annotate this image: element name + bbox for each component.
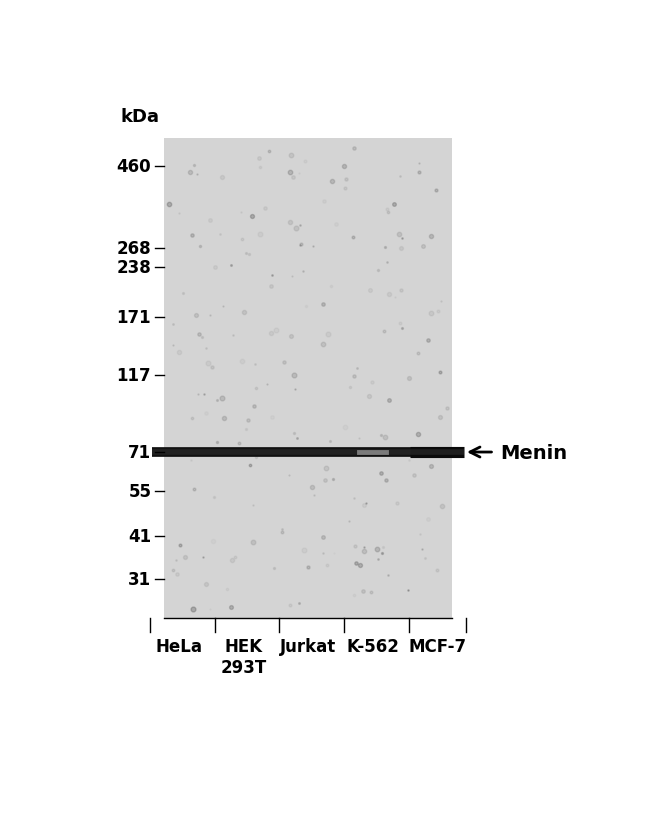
Text: 460: 460 <box>116 157 151 175</box>
Text: Menin: Menin <box>500 443 567 462</box>
Text: 238: 238 <box>116 258 151 276</box>
Text: 31: 31 <box>128 570 151 588</box>
Text: HeLa: HeLa <box>155 637 202 655</box>
Text: Jurkat: Jurkat <box>280 637 336 655</box>
Text: 171: 171 <box>116 309 151 327</box>
Text: K-562: K-562 <box>346 637 399 655</box>
FancyBboxPatch shape <box>164 139 452 618</box>
Text: MCF-7: MCF-7 <box>408 637 466 655</box>
Text: 55: 55 <box>128 482 151 500</box>
Text: 268: 268 <box>116 240 151 258</box>
Text: kDa: kDa <box>120 107 159 125</box>
Text: 41: 41 <box>128 527 151 545</box>
Text: HEK
293T: HEK 293T <box>220 637 266 676</box>
Text: 71: 71 <box>128 443 151 461</box>
Text: 117: 117 <box>116 367 151 385</box>
